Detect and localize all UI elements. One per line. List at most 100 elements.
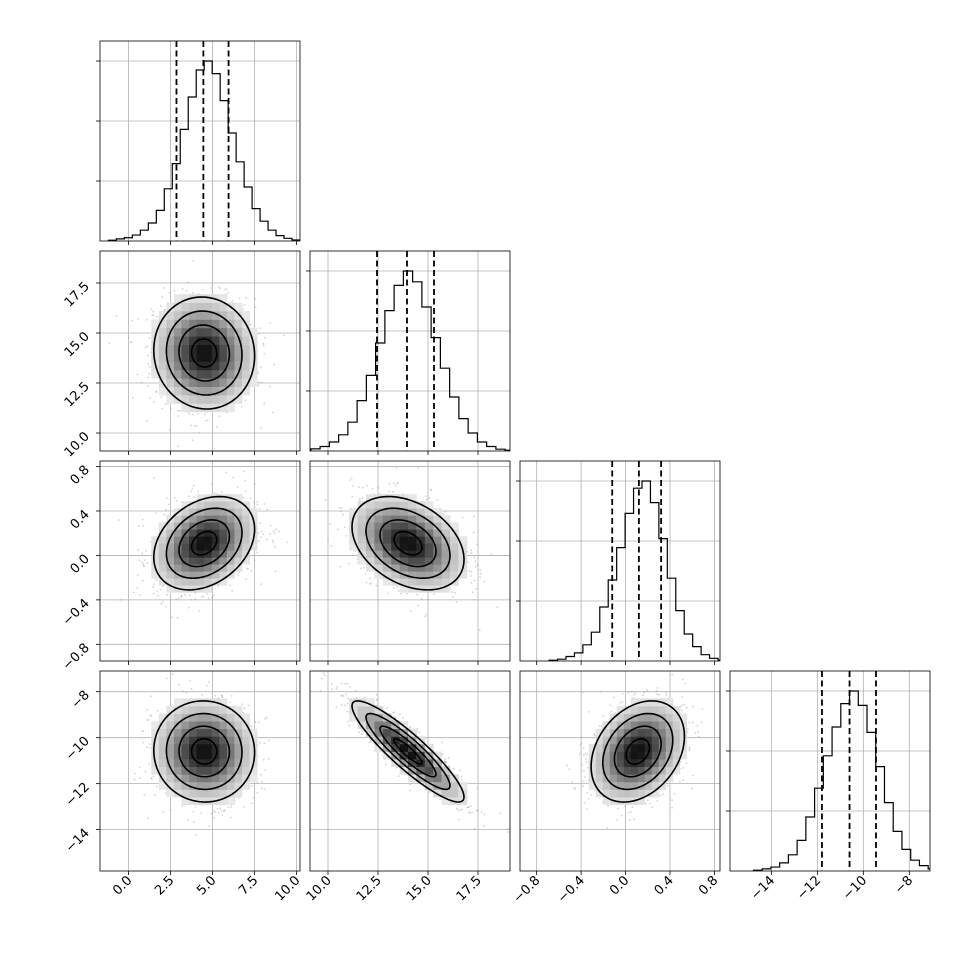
scatter-point — [455, 600, 458, 603]
density-cell — [424, 529, 434, 537]
density-cell — [204, 501, 213, 509]
scatter-point — [212, 594, 215, 597]
scatter-point — [210, 812, 213, 815]
density-cell — [219, 378, 228, 387]
scatter-point — [339, 510, 342, 513]
scatter-point — [156, 590, 159, 593]
panel-frame — [519, 460, 721, 662]
density-cell — [196, 543, 205, 551]
scatter-point — [148, 746, 151, 749]
density-cell — [219, 369, 228, 379]
density-cell — [189, 327, 198, 337]
density-cell — [433, 522, 442, 530]
scatter-point — [155, 579, 158, 582]
density-cell — [242, 515, 250, 523]
scatter-point — [185, 691, 188, 694]
scatter-point — [473, 515, 475, 518]
scatter-point — [238, 571, 240, 574]
density-cell — [234, 395, 243, 404]
density-cell — [173, 369, 182, 379]
density-cell — [211, 361, 220, 371]
scatter-point — [119, 599, 122, 601]
density-cell — [234, 536, 243, 544]
contour-line — [365, 507, 451, 580]
scatter-point — [254, 721, 257, 724]
density-cell — [226, 344, 235, 354]
density-cell — [204, 515, 213, 523]
scatter-point — [148, 366, 151, 368]
scatter-point — [271, 539, 274, 542]
scatter-point — [201, 288, 204, 291]
density-cell — [399, 522, 409, 530]
scatter-point — [131, 396, 134, 399]
density-cell — [391, 543, 400, 551]
density-cell — [249, 543, 258, 551]
density-cell — [399, 515, 409, 523]
density-cell — [166, 522, 175, 530]
scatter-point — [163, 287, 165, 289]
density-cell — [173, 327, 182, 337]
density-cell — [234, 508, 243, 516]
density-cell — [242, 311, 250, 320]
density-cell — [374, 522, 384, 530]
density-cell — [382, 543, 392, 551]
density-layer — [118, 470, 289, 619]
density-cell — [166, 395, 175, 404]
scatter-point — [127, 534, 130, 537]
scatter-point — [144, 346, 147, 349]
density-cell — [433, 557, 442, 565]
density-cell — [189, 578, 198, 586]
density-cell — [450, 571, 459, 579]
scatter-point — [229, 701, 231, 704]
scatter-point — [260, 773, 262, 776]
scatter-point — [473, 556, 476, 559]
density-cell — [166, 585, 175, 593]
density-cell — [173, 302, 182, 312]
scatter-point — [272, 541, 275, 544]
density-cell — [189, 501, 198, 509]
scatter-point — [474, 560, 477, 563]
density-cell — [196, 501, 205, 509]
scatter-point — [227, 806, 230, 808]
density-cell — [458, 557, 468, 565]
density-cell — [424, 578, 434, 586]
scatter-point — [177, 415, 180, 417]
scatter-point — [153, 401, 155, 403]
scatter-point — [193, 484, 195, 487]
panel-2-0 — [96, 460, 301, 665]
scatter-point — [217, 811, 220, 814]
scatter-point — [165, 497, 168, 499]
panel-frame — [99, 40, 301, 242]
density-cell — [382, 501, 392, 509]
scatter-point — [242, 711, 245, 714]
scatter-point — [375, 584, 378, 587]
scatter-point — [264, 336, 266, 339]
panel-frame — [309, 250, 511, 452]
density-cell — [242, 529, 250, 537]
density-cell — [219, 557, 228, 565]
contour-line — [152, 296, 256, 410]
scatter-point — [232, 476, 234, 479]
density-cell — [196, 571, 205, 579]
scatter-point — [483, 581, 486, 583]
density-cell — [226, 529, 235, 537]
scatter-point — [474, 598, 476, 601]
density-cell — [433, 508, 442, 516]
scatter-point — [207, 681, 210, 684]
density-cell — [458, 543, 468, 551]
histogram-2 — [548, 480, 720, 661]
density-cell — [196, 564, 205, 572]
density-cell — [166, 336, 175, 345]
scatter-point — [185, 289, 188, 292]
density-cell — [158, 536, 167, 544]
density-cell — [151, 369, 160, 379]
density-cell — [151, 344, 160, 354]
density-cell — [204, 508, 213, 516]
scatter-point — [154, 794, 156, 797]
scatter-point — [238, 297, 241, 300]
scatter-point — [473, 579, 476, 582]
density-cell — [211, 501, 220, 509]
scatter-point — [269, 533, 272, 536]
density-cell — [234, 522, 243, 530]
scatter-point — [394, 484, 397, 487]
